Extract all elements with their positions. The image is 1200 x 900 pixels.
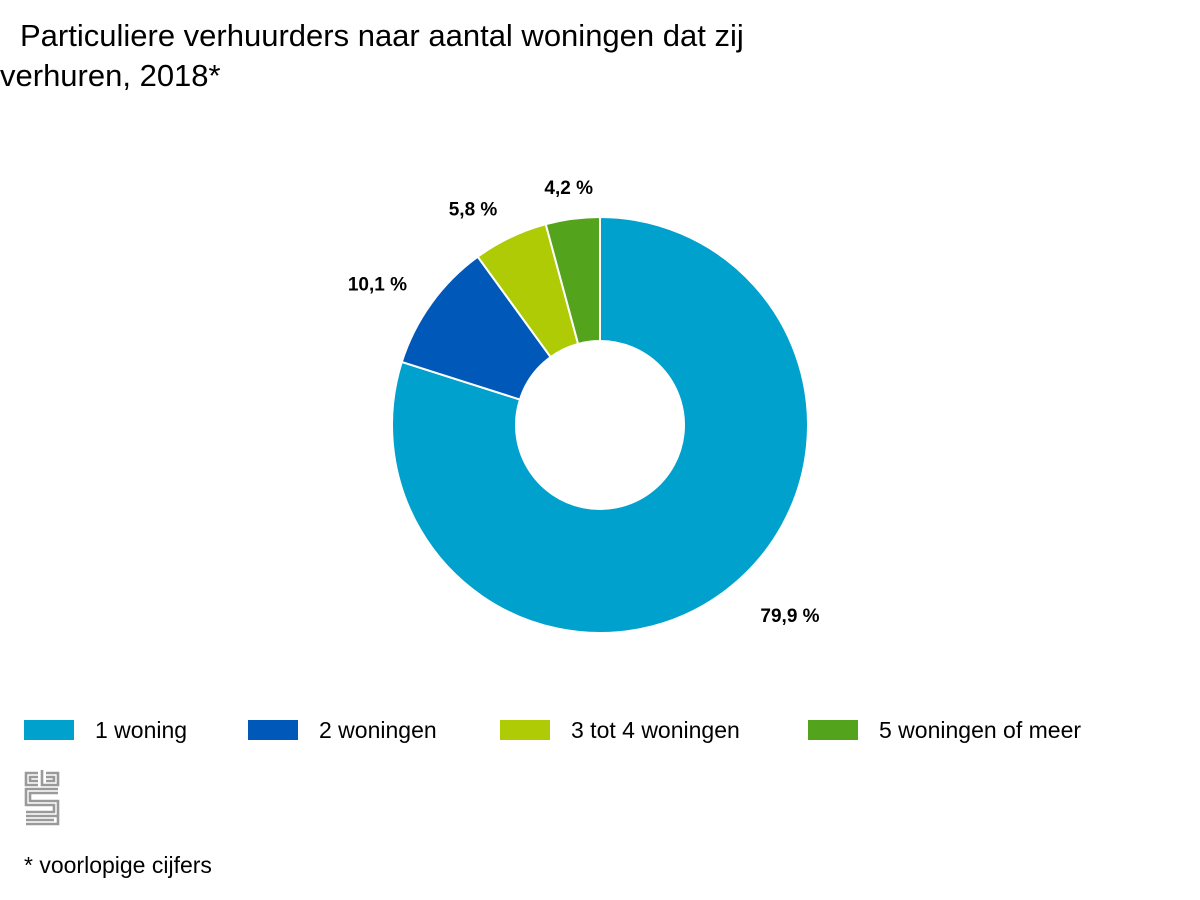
data-label-1-woning: 79,9 % [760,606,819,627]
data-label-5-woningen-of-meer: 4,2 % [544,178,593,199]
data-label-2-woningen: 10,1 % [348,275,407,296]
legend-item-1-woning: 1 woning [24,712,187,748]
legend-swatch-2-woningen [248,720,298,740]
cbs-logo-icon [22,768,62,828]
legend-item-3-tot-4-woningen: 3 tot 4 woningen [500,712,740,748]
legend-item-5-woningen-of-meer: 5 woningen of meer [808,712,1081,748]
legend-swatch-1-woning [24,720,74,740]
legend-label-2-woningen: 2 woningen [319,716,437,743]
slice-5-woningen-of-meer [544,215,601,346]
slice-labels: 79,9 % 10,1 % 5,8 % 4,2 % [348,178,820,627]
chart-title: Particuliere verhuurders naar aantal won… [0,16,880,96]
footnote: * voorlopige cijfers [24,852,212,878]
donut-slices [391,215,809,634]
legend-swatch-5-woningen-of-meer [808,720,858,740]
legend-label-3-tot-4-woningen: 3 tot 4 woningen [571,716,740,743]
data-label-3-tot-4-woningen: 5,8 % [449,199,498,220]
legend-item-2-woningen: 2 woningen [248,712,437,748]
legend-swatch-3-tot-4-woningen [500,720,550,740]
chart-title-line-1: Particuliere verhuurders naar aantal won… [20,18,744,53]
legend-label-1-woning: 1 woning [95,716,188,743]
slice-1-woning [391,215,809,634]
legend: 1 woning 2 woningen 3 tot 4 woningen 5 w… [0,712,1200,748]
legend-label-5-woningen-of-meer: 5 woningen of meer [879,716,1082,743]
chart-title-line-2: verhuren, 2018* [0,58,221,93]
